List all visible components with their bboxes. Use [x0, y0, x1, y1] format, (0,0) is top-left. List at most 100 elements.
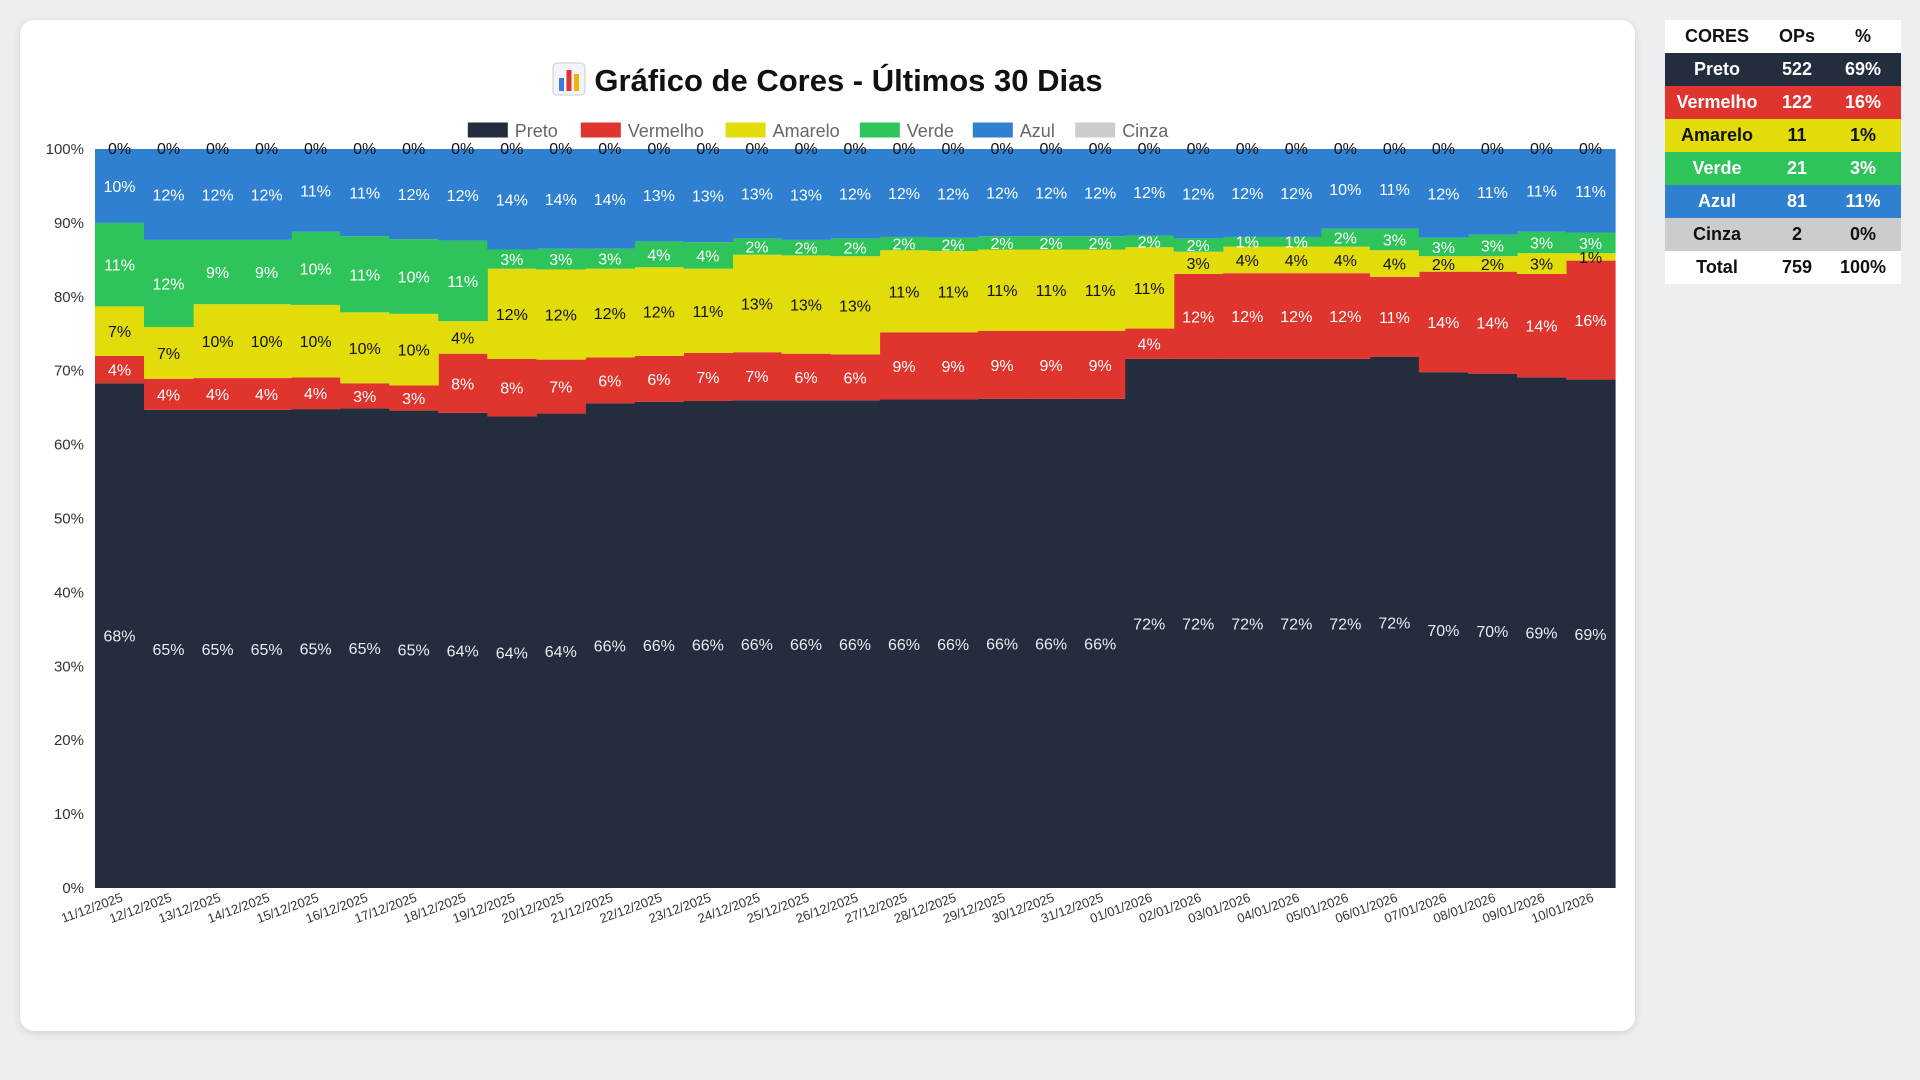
- data-label-vermelho: 12%: [1231, 309, 1263, 326]
- area-segment-amarelo: [977, 249, 1028, 331]
- summary-pct: 11%: [1845, 191, 1881, 211]
- data-label-azul: 10%: [1329, 182, 1361, 199]
- data-label-preto: 64%: [496, 645, 528, 662]
- area-segment-verde: [1369, 228, 1420, 251]
- data-label-preto: 66%: [986, 636, 1018, 653]
- area-segment-azul: [144, 149, 194, 240]
- data-label-cinza: 0%: [1481, 141, 1504, 158]
- area-segment-amarelo: [1075, 249, 1126, 331]
- data-label-vermelho: 6%: [647, 372, 670, 389]
- data-label-preto: 66%: [937, 637, 969, 654]
- summary-pct: 16%: [1844, 92, 1882, 112]
- area-segment-azul: [781, 149, 832, 240]
- data-label-vermelho: 9%: [1089, 358, 1112, 375]
- data-label-verde: 2%: [1187, 238, 1210, 255]
- area-segment-azul: [830, 149, 881, 239]
- data-label-verde: 12%: [152, 277, 184, 294]
- data-label-azul: 12%: [152, 187, 184, 204]
- area-segment-azul: [1026, 149, 1077, 237]
- data-label-verde: 10%: [398, 270, 430, 287]
- data-label-preto: 65%: [152, 642, 184, 659]
- summary-name: Azul: [1698, 191, 1736, 211]
- data-label-amarelo: 11%: [1036, 283, 1067, 300]
- legend-label-cinza: Cinza: [1122, 121, 1169, 141]
- data-label-vermelho: 9%: [1040, 358, 1063, 375]
- data-label-cinza: 0%: [1530, 141, 1553, 158]
- area-segment-vermelho: [1026, 330, 1077, 399]
- area-segment-amarelo: [95, 306, 145, 356]
- data-label-azul: 12%: [986, 186, 1018, 203]
- data-label-preto: 72%: [1182, 616, 1214, 633]
- data-label-amarelo: 10%: [349, 341, 381, 358]
- data-label-amarelo: 12%: [643, 305, 675, 322]
- area-segment-verde: [1467, 234, 1518, 257]
- data-label-preto: 64%: [545, 644, 577, 661]
- area-segment-verde: [1516, 231, 1567, 254]
- area-segment-verde: [291, 231, 341, 305]
- data-label-cinza: 0%: [892, 141, 915, 158]
- legend-swatch-verde: [859, 122, 900, 138]
- legend-label-azul: Azul: [1020, 121, 1055, 141]
- data-label-amarelo: 3%: [1187, 256, 1210, 273]
- chart-title-text: Gráfico de Cores - Últimos 30 Dias: [594, 63, 1103, 98]
- area-segment-vermelho: [1271, 273, 1322, 359]
- area-segment-azul: [1075, 149, 1126, 237]
- area-segment-verde: [683, 242, 734, 269]
- data-label-azul: 12%: [1427, 186, 1459, 203]
- area-segment-vermelho: [585, 357, 635, 404]
- data-label-preto: 65%: [349, 641, 381, 658]
- data-label-azul: 14%: [594, 192, 626, 209]
- data-label-amarelo: 10%: [251, 334, 283, 351]
- legend-swatch-amarelo: [725, 122, 766, 138]
- data-label-cinza: 0%: [108, 141, 131, 158]
- data-label-azul: 10%: [103, 179, 135, 196]
- summary-header-cores: CORES: [1665, 20, 1769, 53]
- area-segment-azul: [242, 149, 292, 240]
- data-label-verde: 3%: [1383, 233, 1406, 250]
- area-segment-amarelo: [1271, 246, 1322, 274]
- data-label-amarelo: 2%: [1432, 257, 1455, 274]
- area-segment-verde: [928, 237, 979, 251]
- data-label-preto: 72%: [1280, 616, 1312, 633]
- data-label-preto: 66%: [839, 637, 871, 654]
- data-label-cinza: 0%: [942, 141, 965, 158]
- data-label-vermelho: 6%: [598, 373, 621, 390]
- summary-name: Cinza: [1692, 224, 1741, 244]
- legend-swatch-vermelho: [580, 122, 621, 138]
- data-label-cinza: 0%: [255, 141, 278, 158]
- data-label-vermelho: 3%: [353, 389, 376, 406]
- area-segment-azul: [1369, 149, 1420, 229]
- area-segment-amarelo: [879, 250, 930, 333]
- y-tick-label: 50%: [54, 511, 84, 528]
- area-segment-amarelo: [830, 256, 881, 355]
- summary-header-pct: %: [1825, 20, 1901, 53]
- data-label-verde: 1%: [1236, 235, 1259, 252]
- summary-pct: 0%: [1849, 224, 1876, 244]
- area-segment-vermelho: [1516, 273, 1567, 378]
- data-label-vermelho: 4%: [255, 387, 278, 404]
- data-label-preto: 64%: [447, 643, 479, 660]
- area-segment-verde: [830, 238, 881, 257]
- area-segment-preto: [830, 400, 881, 888]
- data-label-azul: 12%: [1133, 185, 1165, 202]
- area-segment-azul: [1565, 149, 1616, 233]
- data-label-verde: 4%: [647, 247, 670, 264]
- area-segment-verde: [781, 239, 832, 256]
- area-segment-preto: [1369, 356, 1420, 888]
- summary-total-name: Total: [1696, 257, 1738, 277]
- area-segment-azul: [487, 149, 537, 250]
- legend-label-amarelo: Amarelo: [773, 121, 840, 141]
- area-segment-verde: [242, 239, 292, 305]
- data-label-preto: 69%: [1525, 626, 1557, 643]
- area-segment-amarelo: [1369, 250, 1420, 277]
- data-label-amarelo: 4%: [1236, 253, 1259, 270]
- legend-label-vermelho: Vermelho: [628, 121, 704, 141]
- data-label-amarelo: 11%: [692, 304, 723, 321]
- data-label-verde: 11%: [349, 267, 380, 284]
- area-segment-preto: [291, 409, 341, 888]
- area-segment-azul: [1222, 149, 1273, 237]
- data-label-preto: 65%: [398, 642, 430, 659]
- data-label-preto: 66%: [1084, 636, 1116, 653]
- area-segment-amarelo: [1467, 256, 1518, 272]
- area-segment-azul: [732, 149, 783, 239]
